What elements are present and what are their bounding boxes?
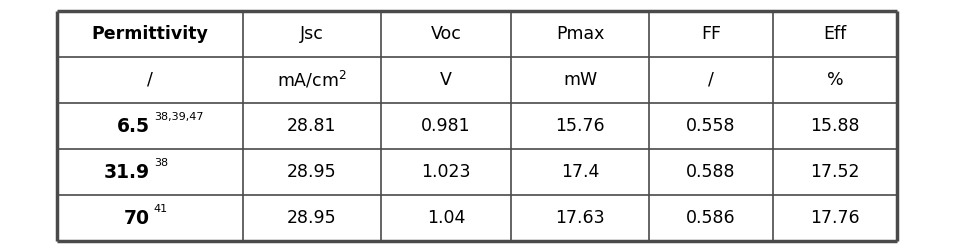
- Text: Eff: Eff: [822, 25, 845, 43]
- Text: 41: 41: [153, 204, 168, 214]
- Text: 17.76: 17.76: [809, 209, 859, 227]
- Text: 1.023: 1.023: [421, 163, 470, 181]
- Text: 17.52: 17.52: [809, 163, 859, 181]
- Text: 28.81: 28.81: [287, 117, 336, 135]
- Text: Permittivity: Permittivity: [91, 25, 208, 43]
- Text: 38: 38: [153, 158, 168, 168]
- Text: 31.9: 31.9: [104, 163, 150, 181]
- Text: Jsc: Jsc: [300, 25, 324, 43]
- Text: Voc: Voc: [430, 25, 461, 43]
- Text: Pmax: Pmax: [556, 25, 603, 43]
- Text: 6.5: 6.5: [117, 116, 150, 136]
- Text: 0.586: 0.586: [685, 209, 735, 227]
- Text: 15.88: 15.88: [809, 117, 859, 135]
- Text: %: %: [826, 71, 842, 89]
- Text: 0.588: 0.588: [685, 163, 735, 181]
- Text: 0.558: 0.558: [685, 117, 735, 135]
- Text: 70: 70: [124, 208, 150, 228]
- Text: mW: mW: [562, 71, 597, 89]
- Bar: [57, 11, 896, 241]
- Text: 28.95: 28.95: [287, 163, 336, 181]
- Text: mA/cm$^2$: mA/cm$^2$: [276, 70, 347, 90]
- Text: 17.4: 17.4: [560, 163, 598, 181]
- Text: /: /: [707, 71, 713, 89]
- Text: 0.981: 0.981: [420, 117, 471, 135]
- Text: 17.63: 17.63: [555, 209, 604, 227]
- Text: 1.04: 1.04: [426, 209, 465, 227]
- Text: /: /: [147, 71, 152, 89]
- Text: V: V: [439, 71, 452, 89]
- Text: 15.76: 15.76: [555, 117, 604, 135]
- Text: 28.95: 28.95: [287, 209, 336, 227]
- Text: FF: FF: [700, 25, 720, 43]
- Text: 38,39,47: 38,39,47: [153, 112, 203, 122]
